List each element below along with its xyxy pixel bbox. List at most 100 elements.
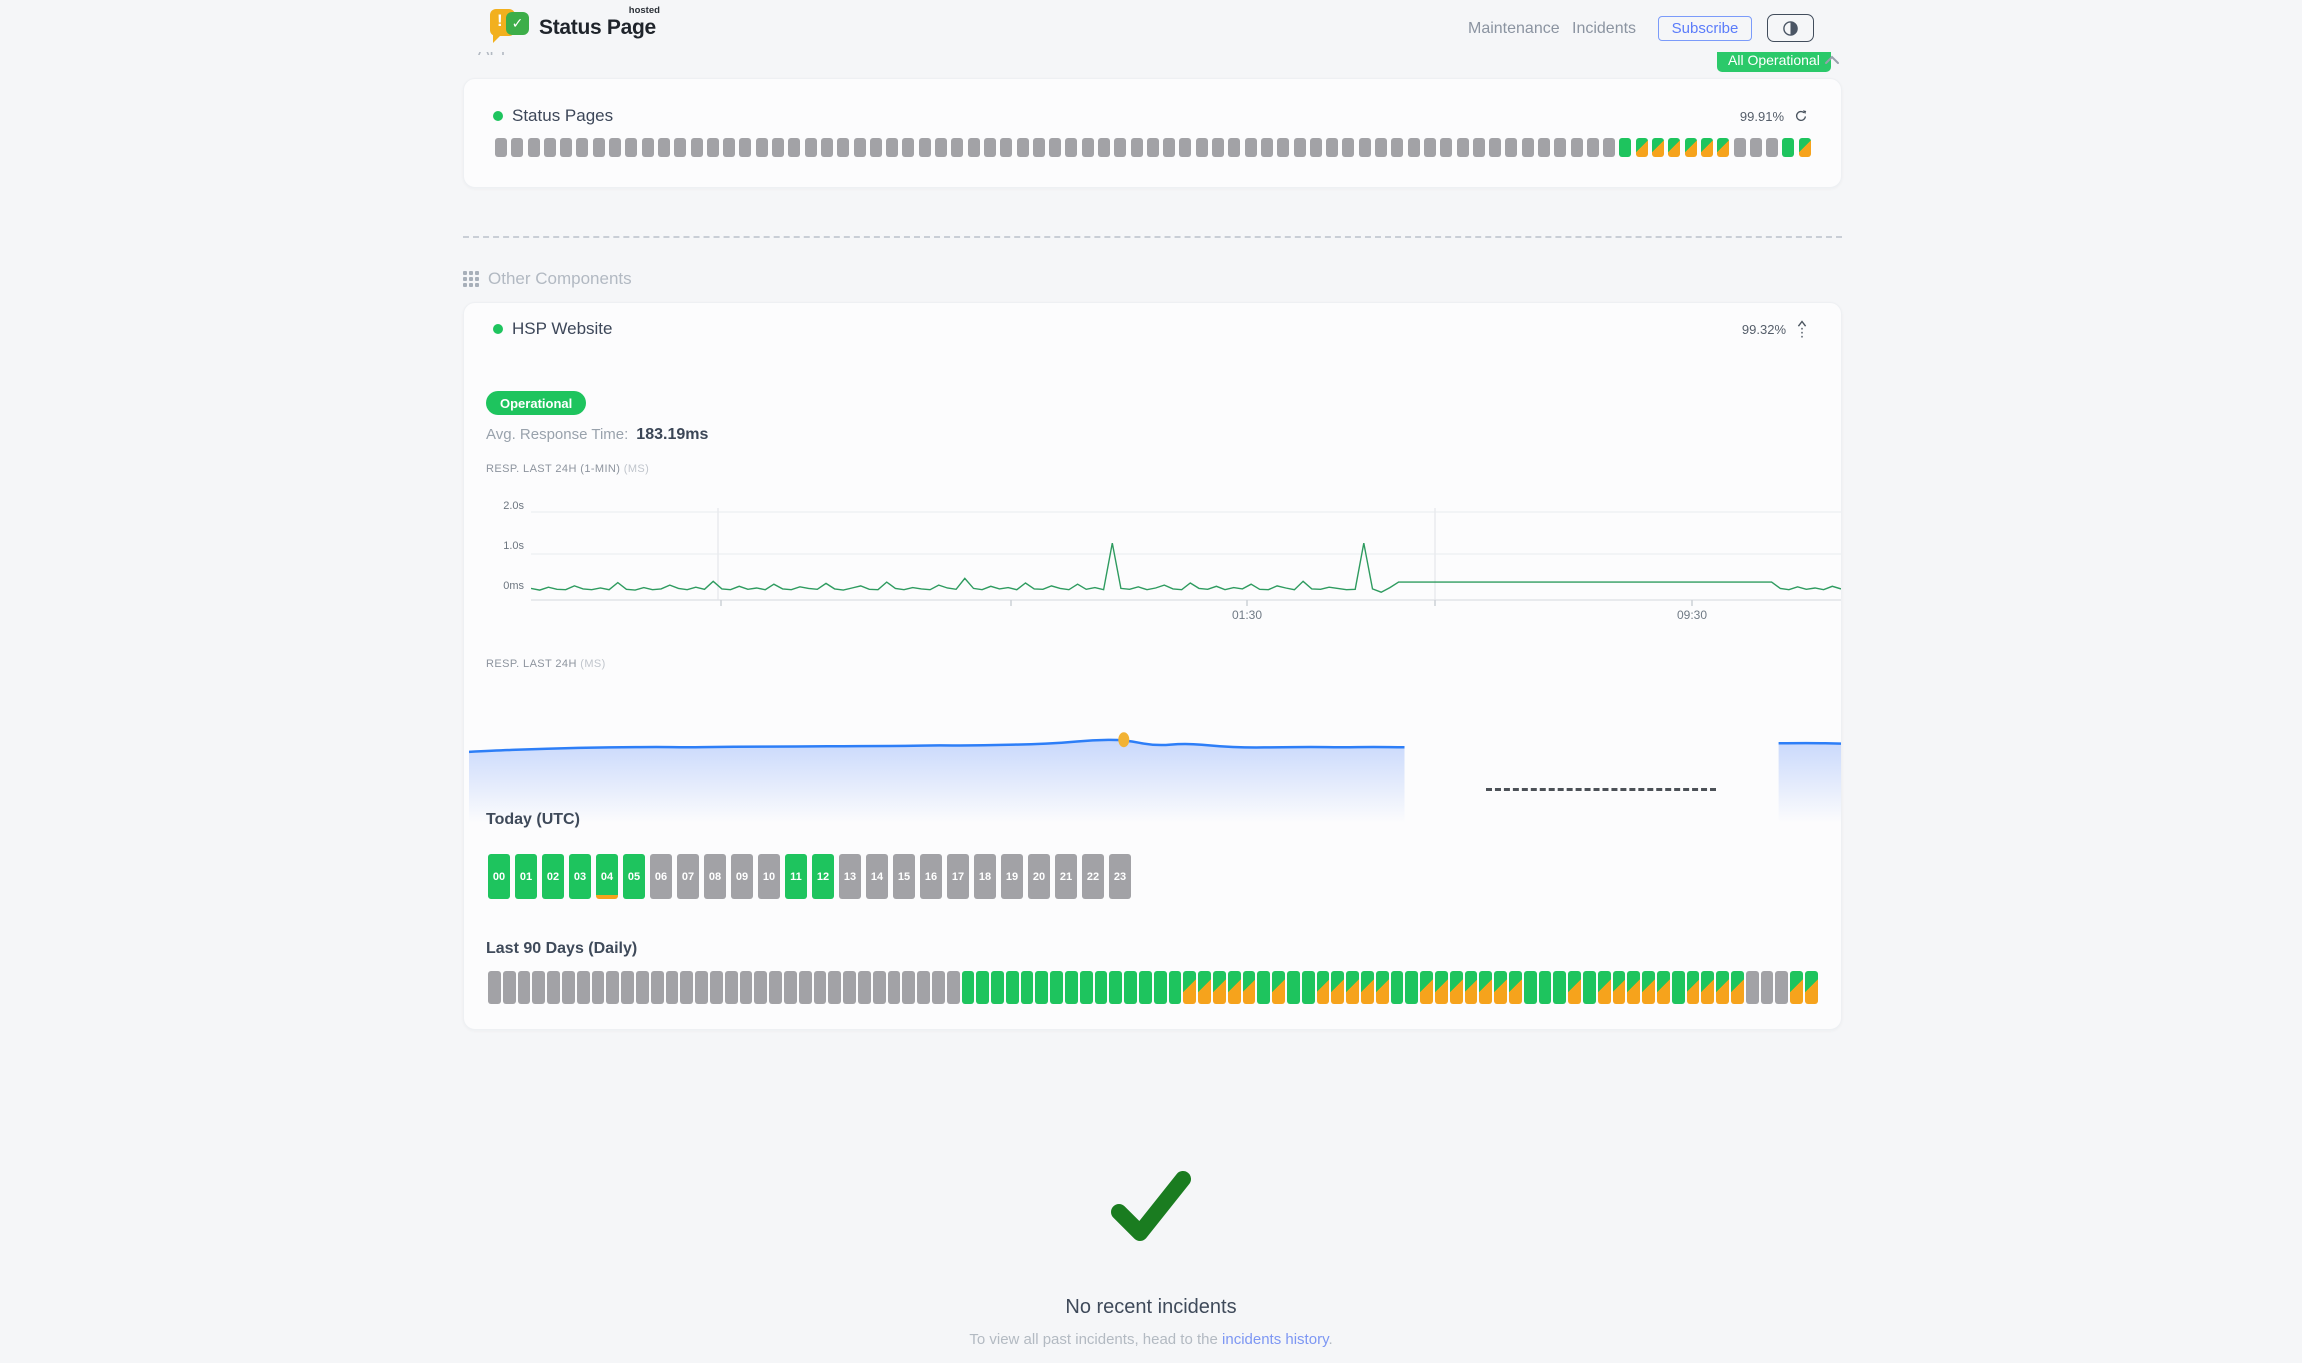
uptime-block-na	[1000, 138, 1013, 157]
x-axis-label-0930: 09:30	[1676, 608, 1708, 622]
uptime-block-na	[931, 971, 945, 1004]
uptime-block-na: 10	[758, 854, 780, 899]
response-area-chart[interactable]	[469, 688, 1841, 833]
avg-response-label: Avg. Response Time:	[486, 426, 629, 443]
dashed-separator	[463, 236, 1842, 238]
uptime-block-deg	[1597, 971, 1611, 1004]
uptime-block-na	[532, 971, 546, 1004]
incidents-history-link[interactable]: incidents history	[1222, 1331, 1329, 1348]
y-axis-label-2s: 2.0s	[503, 500, 524, 512]
component-row[interactable]: HSP Website 99.32%	[493, 319, 1808, 339]
half-circle-contrast-icon	[1783, 20, 1798, 36]
section-title-other-components: Other Components	[463, 269, 632, 289]
uptime-block-na	[917, 971, 930, 1004]
uptime-block-deg	[1686, 971, 1700, 1004]
uptime-block-deg	[1612, 971, 1626, 1004]
uptime-block-na	[1016, 138, 1029, 157]
uptime-block-na	[1179, 138, 1192, 157]
uptime-block-na	[1326, 138, 1339, 157]
uptime-block-na	[813, 971, 827, 1004]
uptime-block-up	[1109, 971, 1123, 1004]
uptime-block-deg	[1316, 971, 1330, 1004]
uptime-block-deg	[1272, 971, 1286, 1004]
refresh-icon[interactable]	[1794, 109, 1808, 123]
nav-incidents[interactable]: Incidents	[1572, 20, 1637, 37]
today-hour-blocks: 00 01 02 03 04 05 06 07 08 09 10 11 12 13 14 15 16 17 18 19…	[488, 854, 1131, 899]
uptime-block-na	[621, 971, 634, 1004]
uptime-block-deg	[1449, 971, 1463, 1004]
uptime-block-na	[902, 138, 915, 157]
uptime-block-na: 09	[731, 854, 753, 899]
logo[interactable]: ! ✓ Status Page hosted	[490, 5, 660, 45]
uptime-block-na	[1049, 138, 1062, 157]
uptime-block-deg	[1346, 971, 1360, 1004]
uptime-block-na	[1505, 138, 1518, 157]
uptime-block-na: 22	[1082, 854, 1104, 899]
uptime-block-na	[723, 138, 736, 157]
uptime-block-deg	[1635, 138, 1648, 157]
uptime-block-na	[754, 971, 768, 1004]
uptime-block-na	[680, 971, 694, 1004]
uptime-block-up	[1257, 971, 1271, 1004]
y-axis-label-0ms: 0ms	[503, 580, 524, 592]
uptime-block-na	[709, 971, 723, 1004]
uptime-block-na	[967, 138, 980, 157]
uptime-block-deg	[1642, 971, 1655, 1004]
logo-bubble-tail	[493, 34, 502, 43]
uptime-block-na	[561, 971, 575, 1004]
response-line-chart[interactable]	[531, 506, 1841, 610]
uptime-block-up	[1553, 971, 1567, 1004]
uptime-block-up: 12	[812, 854, 834, 899]
operational-status-badge: Operational	[486, 391, 587, 415]
uptime-block-na	[606, 971, 620, 1004]
uptime-block-na	[887, 971, 901, 1004]
uptime-block-na	[951, 138, 964, 157]
uptime-block-up	[1619, 138, 1632, 157]
uptime-block-deg	[1790, 971, 1803, 1004]
uptime-block-na	[1472, 138, 1485, 157]
theme-toggle-button[interactable]	[1767, 14, 1814, 42]
uptime-block-up	[1065, 971, 1078, 1004]
component-row[interactable]: Status Pages 99.91%	[493, 106, 1808, 126]
uptime-block-na	[592, 138, 605, 157]
uptime-block-deg	[1464, 971, 1478, 1004]
trend-up-icon[interactable]	[1796, 319, 1808, 339]
status-dot-green	[493, 324, 503, 334]
uptime-block-na	[706, 138, 719, 157]
uptime-block-deg	[1331, 971, 1345, 1004]
uptime-block-na	[886, 138, 899, 157]
uptime-block-na	[1521, 138, 1534, 157]
uptime-block-na	[547, 971, 560, 1004]
uptime-block-na: 14	[866, 854, 888, 899]
uptime-block-deg	[1198, 971, 1212, 1004]
component-card-hsp-website: HSP Website 99.32% Operational Avg. Resp…	[463, 302, 1842, 1030]
uptime-block-deg	[1508, 971, 1522, 1004]
chevron-up-icon[interactable]	[1824, 52, 1840, 70]
highlight-marker-dot[interactable]	[1118, 732, 1130, 748]
uptime-block-up: 11	[785, 854, 807, 899]
uptime-block-na	[1244, 138, 1257, 157]
uptime-block-deg	[1227, 971, 1241, 1004]
logo-exclamation: !	[497, 11, 503, 30]
uptime-block-up	[1287, 971, 1300, 1004]
uptime-block-up	[1671, 971, 1685, 1004]
uptime-block-na: 23	[1109, 854, 1131, 899]
uptime-block-na	[1212, 138, 1225, 157]
uptime-block-deg	[1717, 138, 1730, 157]
page-content: API All Operational Status Pages 99.91% …	[456, 0, 1846, 1363]
uptime-block-na	[843, 971, 856, 1004]
area-fill	[469, 739, 1405, 828]
uptime-percentage: 99.32%	[1741, 321, 1786, 337]
component-name: HSP Website	[512, 319, 613, 338]
uptime-block-na: 08	[704, 854, 726, 899]
uptime-block-deg	[1420, 971, 1433, 1004]
uptime-block-up	[1168, 971, 1182, 1004]
uptime-block-deg	[1213, 971, 1226, 1004]
subscribe-button[interactable]: Subscribe	[1658, 16, 1752, 41]
nav-maintenance[interactable]: Maintenance	[1468, 20, 1560, 37]
uptime-block-na	[517, 971, 531, 1004]
uptime-block-na	[1114, 138, 1127, 157]
uptime-block-na	[1260, 138, 1273, 157]
uptime-block-na	[1309, 138, 1322, 157]
uptime-block-up	[1153, 971, 1167, 1004]
